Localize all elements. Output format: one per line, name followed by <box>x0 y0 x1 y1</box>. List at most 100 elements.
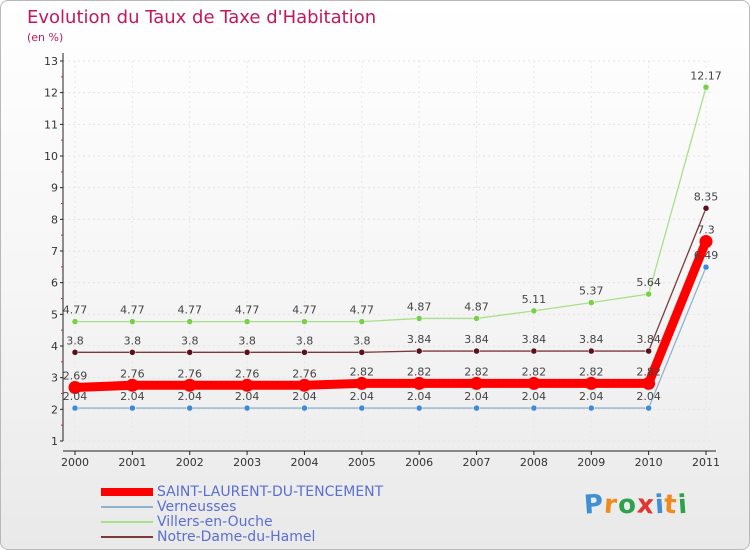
data-label: 2.82 <box>522 365 547 378</box>
y-tick-label: 2 <box>51 403 58 416</box>
data-label: 2.82 <box>579 365 604 378</box>
x-tick-label: 2010 <box>635 456 663 469</box>
data-label: 4.77 <box>177 304 202 317</box>
data-point <box>68 380 82 394</box>
data-point <box>702 84 710 91</box>
data-point <box>530 307 538 315</box>
x-tick-label: 2007 <box>463 456 491 469</box>
data-label: 3.8 <box>238 334 256 347</box>
data-point <box>702 205 710 212</box>
data-point <box>186 349 193 356</box>
data-point <box>301 318 308 325</box>
legend-label: SAINT-LAURENT-DU-TENCEMENT <box>157 484 384 500</box>
data-label: 4.87 <box>407 300 432 313</box>
data-point <box>415 315 423 322</box>
data-point <box>186 404 193 412</box>
y-tick-label: 10 <box>44 150 58 163</box>
data-label: 2.82 <box>350 365 375 378</box>
data-label: 4.77 <box>63 304 88 317</box>
y-tick-label: 6 <box>51 277 58 290</box>
data-point <box>584 376 598 390</box>
data-point <box>530 404 538 412</box>
data-point <box>527 376 541 390</box>
data-point <box>243 349 251 356</box>
data-label: 2.04 <box>636 390 661 403</box>
data-point <box>243 318 251 325</box>
data-label: 2.82 <box>636 365 661 378</box>
data-point <box>470 376 484 390</box>
y-tick-label: 12 <box>44 87 58 100</box>
data-point <box>702 263 710 271</box>
data-label: 2.04 <box>235 390 260 403</box>
series-line <box>74 266 707 409</box>
data-point <box>243 404 251 412</box>
data-point <box>358 318 366 325</box>
data-label: 3.84 <box>636 333 661 346</box>
data-label: 8.35 <box>694 190 719 203</box>
data-point <box>297 378 311 392</box>
data-label: 4.87 <box>464 300 489 313</box>
data-point <box>473 315 480 322</box>
data-point <box>240 378 254 392</box>
y-tick-label: 9 <box>51 182 58 195</box>
data-label: 2.76 <box>177 367 202 380</box>
data-point <box>125 378 139 392</box>
data-point <box>642 376 656 390</box>
x-tick-label: 2003 <box>233 456 261 469</box>
data-point <box>699 235 713 248</box>
x-tick-label: 2009 <box>577 456 605 469</box>
legend-swatch <box>101 488 153 496</box>
data-point <box>358 349 366 356</box>
data-point <box>186 318 193 325</box>
data-point <box>473 347 480 355</box>
x-tick-label: 2006 <box>405 456 433 469</box>
proxiti-logo: Proxiti <box>582 489 689 521</box>
data-label: 3.84 <box>579 333 604 346</box>
data-point <box>355 376 369 390</box>
x-tick-label: 2000 <box>61 456 89 469</box>
legend-label: Verneusses <box>157 499 237 515</box>
data-label: 2.04 <box>120 390 145 403</box>
y-axis-unit-label: (en %) <box>27 31 64 44</box>
data-label: 2.69 <box>63 369 88 382</box>
data-label: 5.11 <box>522 293 547 306</box>
data-point <box>530 347 538 355</box>
data-label: 2.04 <box>407 390 432 403</box>
data-label: 5.37 <box>579 285 604 298</box>
series-line <box>70 237 711 392</box>
legend-swatch <box>101 521 153 523</box>
legend-label: Villers-en-Ouche <box>157 514 273 530</box>
logo-letter: o <box>616 489 638 521</box>
chart-title: Evolution du Taux de Taxe d'Habitation <box>27 7 377 28</box>
data-label: 4.77 <box>350 304 375 317</box>
data-label: 2.76 <box>292 367 317 380</box>
logo-letter: P <box>582 489 606 521</box>
data-point <box>588 404 595 412</box>
y-tick-label: 7 <box>51 245 58 258</box>
y-tick-label: 4 <box>51 340 58 353</box>
logo-letter: i <box>676 489 689 521</box>
data-label: 2.04 <box>177 390 202 403</box>
x-tick-label: 2008 <box>520 456 548 469</box>
data-label: 4.77 <box>235 304 260 317</box>
data-label: 2.04 <box>522 390 547 403</box>
x-tick-label: 2005 <box>348 456 376 469</box>
data-point <box>301 404 308 412</box>
data-point <box>71 318 79 325</box>
data-point <box>129 404 136 412</box>
y-tick-label: 3 <box>51 372 58 385</box>
data-point <box>588 299 595 306</box>
data-point <box>358 404 366 412</box>
legend-swatch <box>101 536 153 538</box>
data-label: 6.49 <box>694 249 719 262</box>
x-tick-label: 2004 <box>290 456 318 469</box>
data-point <box>183 378 197 392</box>
x-tick-label: 2011 <box>692 456 720 469</box>
data-point <box>71 349 79 356</box>
data-label: 2.82 <box>407 365 432 378</box>
data-point <box>645 347 652 355</box>
x-tick-label: 2001 <box>118 456 146 469</box>
data-label: 3.84 <box>464 333 489 346</box>
